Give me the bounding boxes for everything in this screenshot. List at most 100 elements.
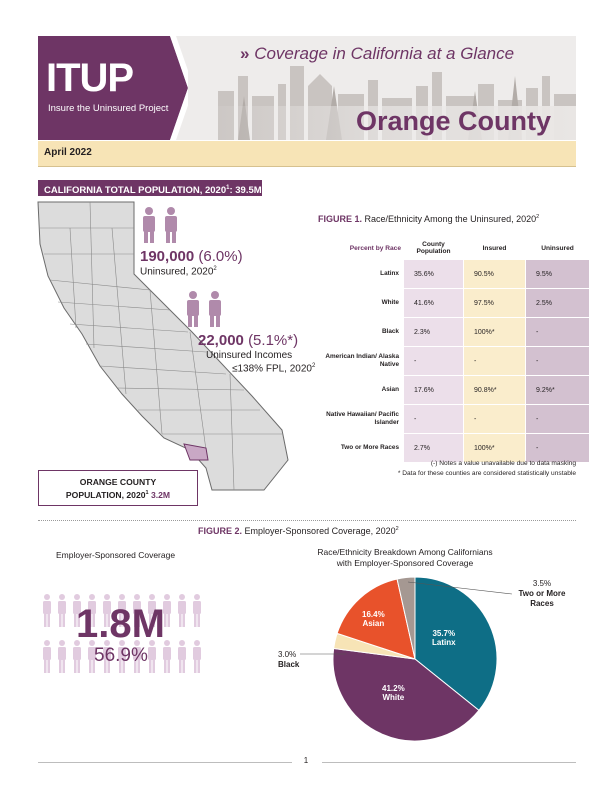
county-value: 2.3% [404, 318, 463, 346]
race-label: Latinx [380, 270, 399, 277]
county-pop-sup: 1 [145, 490, 149, 496]
slice-label-white: 41.2% White [382, 684, 405, 702]
pie-slice-two-or-more-races [396, 576, 416, 660]
uninsured-label-text: Uninsured, 2020 [140, 266, 214, 278]
county-value: 17.6% [404, 376, 463, 404]
county-value: - [404, 347, 463, 375]
uninsured-value: - [526, 347, 589, 375]
california-map [37, 201, 289, 491]
race-label: American Indian/ Alaska Native [325, 353, 399, 368]
insured-value: 97.5% [464, 289, 525, 317]
logo-panel [38, 36, 188, 140]
table-note-1: (-) Notes a value unavailable due to dat… [430, 460, 576, 467]
low-income-sup: 2 [312, 363, 316, 369]
slice-label-black: 3.0% Black [278, 650, 299, 670]
county-pop-label-2: POPULATION, 20201 3.2M [39, 488, 197, 501]
county-value: 41.6% [404, 289, 463, 317]
table-row: Native Hawaiian/ Pacific Islander - - - [313, 405, 589, 433]
table-row: Two or More Races 2.7% 100%* - [313, 434, 589, 462]
slice-label-two-or-more: 3.5% Two or More Races [512, 579, 572, 609]
employer-coverage-pct: 56.9% [94, 645, 148, 666]
orange-county-highlight [183, 443, 209, 461]
slice-latinx-name: Latinx [432, 638, 456, 647]
county-title: Orange County [356, 106, 552, 136]
table-row: Latinx 35.6% 90.5% 9.5% [313, 260, 589, 288]
pie-slice-latinx [414, 576, 498, 712]
slice-label-asian: 16.4% Asian [362, 610, 385, 628]
slice-two-or-more-value: 3.5% [532, 579, 552, 588]
county-value: 2.7% [404, 434, 463, 462]
slice-latinx-value: 35.7% [432, 629, 456, 638]
section-divider [38, 520, 576, 521]
low-income-pct: (5.1%*) [248, 332, 299, 349]
header-county-population: County Population [416, 241, 451, 255]
page-number: 1 [303, 756, 309, 765]
footer-line-right [322, 762, 576, 763]
table-note-2: * Data for these counties are considered… [397, 470, 576, 477]
slice-white-name: White [382, 693, 405, 702]
figure1-label: FIGURE 1. [318, 214, 363, 224]
banner-label: CALIFORNIA TOTAL POPULATION, 2020 [44, 185, 227, 197]
county-title-band [188, 106, 576, 140]
footer-line-left [38, 762, 292, 763]
low-income-label-1: Uninsured Incomes [206, 350, 293, 361]
slice-black-value: 3.0% [278, 650, 297, 659]
table-row: American Indian/ Alaska Native - - - [313, 347, 589, 375]
uninsured-value: 2.5% [526, 289, 589, 317]
title-chevron-icon: » [240, 44, 250, 63]
slice-black-name: Black [278, 660, 300, 669]
banner-sup: 1 [226, 185, 230, 191]
race-table: Percent by Race County Population Insure… [312, 236, 590, 463]
low-income-count: 22,000 [198, 332, 244, 349]
logo-subtitle: Insure the Uninsured Project [48, 103, 169, 114]
table-row: Asian 17.6% 90.8%* 9.2%* [313, 376, 589, 404]
header-percent-by-race: Percent by Race [349, 244, 401, 252]
date-band: April 2022 [38, 141, 576, 167]
report-date: April 2022 [44, 147, 92, 158]
figure2-title: FIGURE 2. Employer-Sponsored Coverage, 2… [198, 526, 399, 536]
pie-title-line-2: with Employer-Sponsored Coverage [336, 558, 474, 568]
low-income-stat: 22,000 (5.1%*) [198, 332, 298, 349]
slice-asian-value: 16.4% [362, 610, 385, 619]
county-pop-label-1: ORANGE COUNTY [79, 477, 157, 487]
figure2-sup: 2 [395, 526, 399, 532]
uninsured-count: 190,000 [140, 248, 195, 265]
uninsured-people-icon [143, 207, 177, 243]
ca-population-banner: CALIFORNIA TOTAL POPULATION, 20201: 39.5… [38, 180, 262, 196]
uninsured-value: 9.2%* [526, 376, 589, 404]
slice-two-or-more-name: Two or More Races [518, 589, 566, 608]
logo-text: ITUP [46, 56, 134, 100]
insured-value: 90.8%* [464, 376, 525, 404]
employer-coverage-count: 1.8M [76, 602, 165, 646]
insured-value: - [464, 347, 525, 375]
race-label: Asian [381, 386, 399, 393]
slice-white-value: 41.2% [382, 684, 405, 693]
pie-slice-white [332, 647, 480, 742]
slice-asian-name: Asian [362, 619, 385, 628]
uninsured-value: - [526, 405, 589, 433]
header-uninsured: Uninsured [541, 244, 574, 252]
uninsured-value: - [526, 318, 589, 346]
insured-value: 100%* [464, 434, 525, 462]
uninsured-sup: 2 [213, 266, 217, 272]
pie-title: Race/Ethnicity Breakdown Among Californi… [280, 547, 530, 569]
pie-slice-asian [336, 578, 416, 660]
figure1-sup: 2 [536, 214, 540, 220]
insured-value: 100%* [464, 318, 525, 346]
uninsured-pct: (6.0%) [198, 248, 243, 265]
low-income-people-icon [187, 291, 221, 327]
banner-value: : 39.5M [229, 185, 262, 197]
figure1-title: FIGURE 1. Race/Ethnicity Among the Unins… [318, 214, 539, 224]
employer-coverage-title: Employer-Sponsored Coverage [56, 550, 176, 560]
two-or-more-leader-line [407, 581, 513, 595]
employer-race-pie-chart [332, 576, 498, 742]
figure1-title-text: Race/Ethnicity Among the Uninsured, 2020 [364, 214, 537, 224]
page-title-text: Coverage in California at a Glance [254, 44, 515, 63]
uninsured-label: Uninsured, 20202 [140, 266, 217, 277]
slice-label-latinx: 35.7% Latinx [432, 629, 456, 647]
insured-value: - [464, 405, 525, 433]
table-row: White 41.6% 97.5% 2.5% [313, 289, 589, 317]
page-title: » Coverage in California at a Glance [240, 44, 514, 64]
low-income-label-2: ≤138% FPL, 20202 [232, 363, 315, 374]
uninsured-value: - [526, 434, 589, 462]
